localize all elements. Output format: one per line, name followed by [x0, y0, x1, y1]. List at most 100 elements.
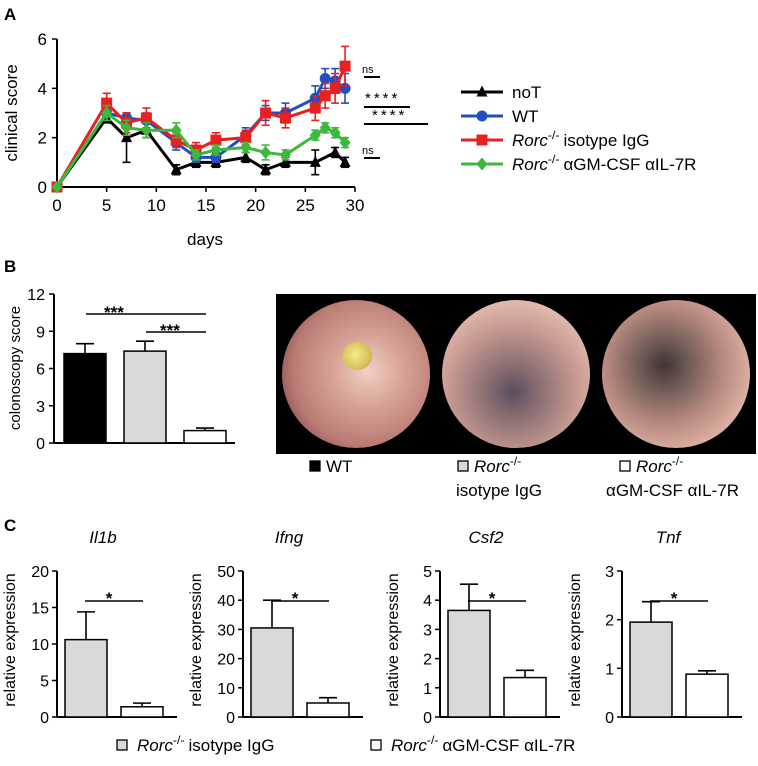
panel-b-y-tick-label: 6	[36, 362, 45, 379]
panel-a-data-point	[121, 131, 133, 143]
panel-c-y-tick-label: 2	[423, 652, 432, 669]
panel-c-y-tick-label: 3	[605, 564, 614, 581]
panel-b-significance-label: ***	[104, 303, 124, 322]
panel-a-data-point	[260, 145, 272, 159]
panel-c-significance-label: *	[671, 589, 678, 608]
panel-b-y-tick-label: 12	[27, 287, 45, 304]
panel-a-data-point	[121, 121, 133, 135]
panel-a-x-tick-label: 15	[197, 196, 216, 215]
panel-c-bar	[503, 676, 547, 718]
panel-c-bar	[64, 638, 108, 718]
panel-a-significance-label: ns	[362, 64, 374, 76]
panel-a-series-line	[55, 76, 346, 188]
panel-a-y-tick-label: 6	[38, 30, 47, 49]
panel-c-y-tick-label: 20	[31, 564, 49, 581]
panel-a-series-2	[51, 45, 351, 193]
panel-c-y-tick-label: 1	[605, 661, 614, 678]
panel-a-data-point	[319, 121, 331, 135]
panel-a-data-point	[260, 163, 272, 175]
panel-a-data-point	[329, 82, 341, 94]
panel-c-y-tick-label: 2	[605, 613, 614, 630]
panel-c-chart-il1b: Il1b relative expression 0 5 10 15 20 *	[2, 528, 177, 727]
panel-c-legend-label-suffix: isotype IgG	[188, 736, 274, 755]
panel-c-legend-label: Rorc-/- isotype IgG	[137, 733, 274, 755]
panel-a-legend-marker	[476, 134, 488, 146]
panel-a-data-point	[140, 123, 152, 137]
panel-a-x-axis-label: days	[187, 230, 223, 249]
panel-c-y-tick-label: 50	[217, 564, 235, 581]
panel-a-legend-label-suffix: isotype IgG	[563, 131, 649, 150]
panel-a-data-point	[319, 90, 331, 102]
panel-c-bar	[306, 702, 350, 718]
panel-b-legend-gene-name: Rorc	[474, 457, 510, 476]
panel-a-data-point	[319, 72, 331, 84]
panel-a-x-tick-label: 10	[147, 196, 166, 215]
panel-a-y-tick-label: 4	[38, 79, 47, 98]
panel-c-significance-label: *	[106, 589, 113, 608]
panel-b-bar	[123, 350, 167, 444]
panel-a-data-point	[170, 134, 182, 146]
panel-a-data-point	[240, 141, 252, 155]
panel-c-chart-ifng: Ifng relative expression 0 10 20 30 40 50 *	[188, 528, 363, 727]
panel-c-y-tick-label: 4	[423, 593, 432, 610]
panel-c-bar	[629, 621, 673, 718]
panel-c-bar	[447, 609, 491, 718]
panel-a-data-point	[279, 112, 291, 124]
panel-c-y-tick-label: 0	[605, 710, 614, 727]
panel-a-data-point	[339, 155, 351, 167]
panel-a-data-point	[309, 102, 321, 114]
panel-c-legend-label-suffix: αGM-CSF αIL-7R	[442, 736, 575, 755]
panel-c-y-tick-label: 10	[31, 637, 49, 654]
panel-label-a: A	[4, 5, 16, 24]
panel-c-y-tick-label: 30	[217, 622, 235, 639]
panel-a-data-point	[240, 132, 252, 144]
panel-a-data-point	[210, 143, 222, 157]
panel-c-bar	[120, 706, 164, 718]
panel-a-data-point	[140, 112, 152, 124]
panel-a-x-tick-label: 5	[102, 196, 111, 215]
panel-a-y-tick-label: 2	[38, 129, 47, 148]
panel-a-data-point	[170, 123, 182, 137]
panel-c-y-tick-label: 20	[217, 652, 235, 669]
panel-a-data-point	[101, 97, 113, 109]
panel-b-legend-superscript: -/-	[510, 454, 521, 468]
panel-c-legend-label-gene: Rorc	[137, 736, 173, 755]
panel-a-data-point	[190, 148, 202, 162]
panel-a-data-point	[101, 106, 113, 120]
panel-c-legend-swatch	[370, 739, 382, 751]
panel-c-y-tick-label: 0	[226, 710, 235, 727]
panel-b-significance-label: ***	[160, 321, 180, 340]
panel-a-data-point	[339, 60, 351, 72]
panel-c-chart-title: Ifng	[275, 528, 304, 547]
panel-c-legend-label: Rorc-/- αGM-CSF αIL-7R	[391, 733, 575, 755]
panel-a-line-chart: clinical score days 0 2 4 6 0 5 10 15 20 25 30 ns *…	[2, 30, 696, 249]
panel-a-legend-label: noT	[512, 83, 541, 102]
panel-c-legend-label-superscript: -/-	[173, 733, 185, 747]
panel-a-legend-label: Rorc-/- isotype IgG	[512, 128, 649, 150]
panel-a-series-3	[51, 104, 351, 194]
panel-b-legend-suffix: αGM-CSF αIL-7R	[606, 481, 739, 500]
panel-a-legend-label: WT	[512, 107, 538, 126]
panel-a-legend-label-superscript: -/-	[548, 152, 560, 166]
panel-c-y-tick-label: 1	[423, 681, 432, 698]
panel-a-data-point	[279, 148, 291, 162]
panel-b-y-tick-label: 0	[36, 436, 45, 453]
panel-b-legend-swatch	[619, 460, 631, 472]
panel-c-chart-title: Csf2	[469, 528, 505, 547]
panel-a-data-point	[260, 107, 272, 119]
panel-a-legend-marker	[476, 110, 488, 122]
panel-c-y-axis-label: relative expression	[385, 573, 402, 706]
panel-b-legend-swatch	[457, 460, 469, 472]
panel-a-legend-marker	[476, 157, 488, 171]
panel-a-x-tick-label: 25	[296, 196, 315, 215]
panel-a-legend-marker	[476, 85, 488, 97]
panel-label-c: C	[4, 516, 16, 535]
panel-c-y-tick-label: 5	[423, 564, 432, 581]
panel-b-y-tick-label: 3	[36, 399, 45, 416]
panel-c-y-axis-label: relative expression	[188, 573, 205, 706]
panel-b-legend-suffix: isotype IgG	[456, 481, 542, 500]
panel-c-y-tick-label: 0	[423, 710, 432, 727]
panel-c-y-tick-label: 0	[40, 710, 49, 727]
